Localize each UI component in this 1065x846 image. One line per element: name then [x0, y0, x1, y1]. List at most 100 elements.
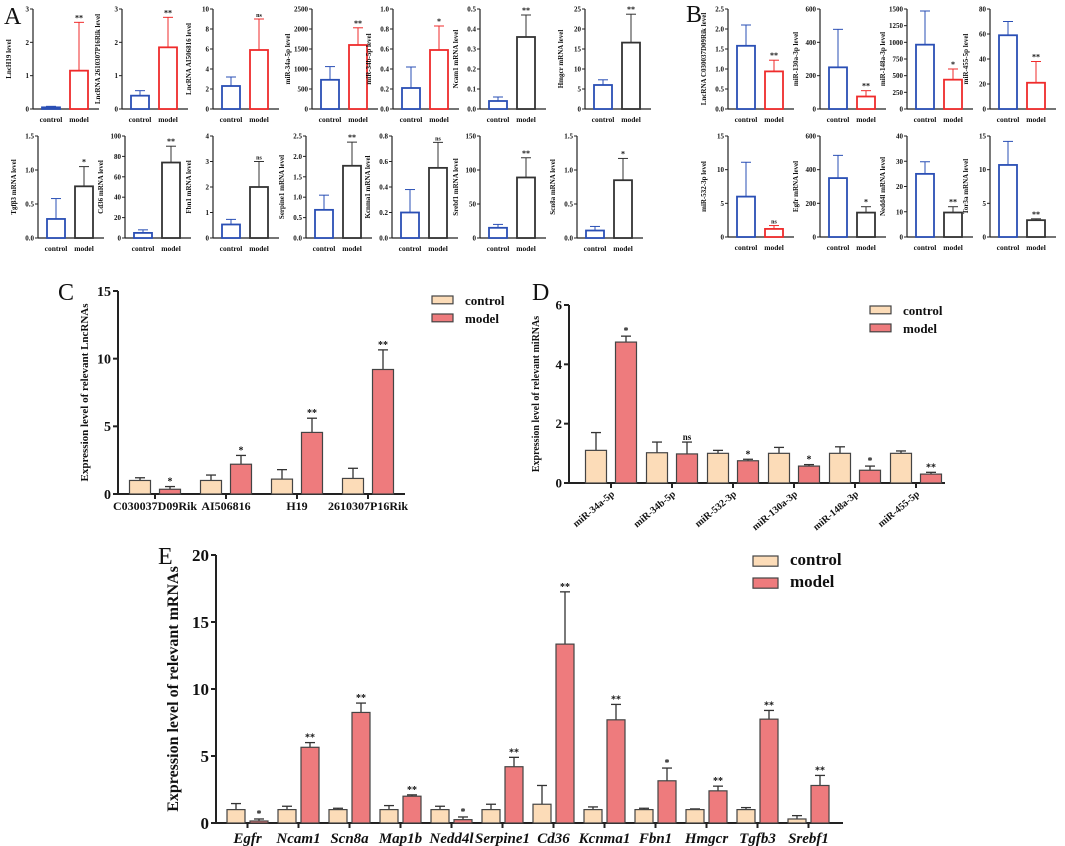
bar-model — [371, 368, 395, 495]
y-tick-label: 2 — [556, 416, 563, 431]
y-tick-label: 1.5 — [564, 133, 573, 141]
y-axis-label: miR-148a-3p level — [879, 32, 887, 86]
y-axis-label: miR-455-5p level — [962, 34, 970, 85]
y-tick-label: 1.0 — [293, 194, 302, 202]
y-axis-label: LncRNA AI506816 level — [185, 23, 193, 95]
bar-model — [348, 44, 368, 110]
y-tick-label: 1.5 — [715, 46, 724, 54]
y-tick-label: 1 — [115, 72, 119, 80]
x-tick-label: model — [943, 115, 963, 124]
x-tick-label: Cd36 — [537, 831, 570, 846]
panel-label-c: C — [58, 280, 74, 306]
y-tick-label: 40 — [114, 194, 122, 202]
bar-control — [481, 808, 501, 824]
y-tick-label: 0.2 — [467, 66, 476, 74]
y-tick-label: 2500 — [294, 6, 309, 14]
y-tick-label: 0.0 — [715, 106, 724, 114]
significance-label: ** — [611, 694, 621, 705]
y-tick-label: 10 — [896, 208, 904, 216]
legend-swatch-control — [869, 305, 892, 315]
small-bar-chart: 0 1 2 3 LncH19 level control model ** — [5, 6, 99, 124]
y-tick-label: 0.4 — [467, 26, 476, 34]
x-tick-label: control — [997, 243, 1020, 252]
x-tick-label: control — [487, 244, 510, 253]
y-tick-label: 6 — [206, 46, 210, 54]
y-tick-label: 1000 — [889, 39, 904, 47]
bar-model — [759, 718, 779, 824]
y-tick-label: 10 — [202, 6, 210, 14]
x-tick-label: model — [1026, 243, 1046, 252]
small-bar-chart: 0 500 1000 1500 2000 2500 miR-34a-5p level cont… — [284, 6, 378, 124]
small-bar-chart: 0 1 2 3 LncRNA 2610307P16Rik level control mod… — [94, 6, 188, 124]
bar-control — [828, 177, 848, 238]
bar-control — [915, 43, 935, 110]
y-tick-label: 1.0 — [564, 167, 573, 175]
y-tick-label: 750 — [893, 56, 904, 64]
significance-label: ** — [356, 693, 366, 704]
bar-model — [69, 69, 89, 110]
legend-swatch-model — [752, 577, 779, 589]
x-tick-label: control — [914, 243, 937, 252]
y-tick-label: 500 — [893, 72, 904, 80]
y-tick-label: 15 — [979, 133, 987, 141]
x-tick-label: miR-34b-5p — [632, 489, 679, 531]
y-tick-label: 0.0 — [379, 235, 388, 243]
y-tick-label: 600 — [806, 133, 817, 141]
x-tick-label: Serpine1 — [475, 831, 530, 846]
y-tick-label: 0 — [26, 106, 30, 114]
y-tick-label: 0 — [813, 234, 817, 242]
y-tick-label: 200 — [806, 72, 817, 80]
bar-control — [41, 106, 61, 110]
y-tick-label: 0.2 — [379, 209, 388, 217]
bar-control — [46, 218, 66, 239]
y-tick-label: 0 — [115, 106, 119, 114]
significance-label: ** — [770, 51, 778, 60]
y-tick-label: 20 — [574, 26, 582, 34]
x-tick-label: Nedd4l — [428, 831, 474, 846]
small-bar-chart: 0 200 400 600 miR-130a-3p level control model *… — [792, 6, 886, 124]
y-tick-label: 5 — [104, 420, 111, 435]
bar-control — [199, 479, 223, 495]
bar-control — [634, 808, 654, 824]
bar-control — [270, 478, 294, 495]
small-bar-chart: 0.0 0.2 0.4 0.6 0.8 1.0 miR-34b-5p level contro… — [365, 6, 459, 124]
y-tick-label: 25 — [574, 6, 582, 14]
bar-model — [74, 185, 94, 239]
bar-model — [856, 211, 876, 238]
small-bar-chart: 0 5 10 15 Tor3a mRNA level control model ** — [962, 133, 1056, 252]
bar-model — [736, 460, 760, 484]
significance-label: * — [437, 17, 441, 26]
bar-model — [300, 431, 324, 495]
bar-model — [1026, 81, 1046, 110]
bar-model — [606, 719, 626, 824]
y-tick-label: 2000 — [294, 26, 309, 34]
y-tick-label: 15 — [717, 133, 725, 141]
x-tick-label: control — [132, 244, 155, 253]
bar-control — [736, 44, 756, 110]
y-axis-label: LncRNA C030037D09Rik level — [700, 13, 708, 106]
bar-control — [736, 195, 756, 238]
x-tick-label: control — [319, 115, 342, 124]
y-tick-label: 0 — [578, 106, 582, 114]
y-tick-label: 2.5 — [715, 6, 724, 14]
y-tick-label: 8 — [206, 26, 210, 34]
bar-control — [277, 808, 297, 824]
y-axis-label: Nedd4l mRNA level — [879, 157, 887, 216]
y-axis-label: Hmgcr mRNA level — [557, 30, 565, 89]
x-tick-label: control — [735, 243, 758, 252]
legend: control model — [869, 303, 943, 336]
x-tick-label: model — [856, 243, 876, 252]
bar-model — [708, 790, 728, 824]
y-tick-label: 0.8 — [379, 133, 388, 141]
bar-control — [488, 226, 508, 239]
bar-model — [158, 488, 182, 495]
grouped-bar-chart-e: 0 5 10 15 20 Expression level of relevant mRN… — [165, 546, 843, 846]
y-tick-label: 0.5 — [715, 86, 724, 94]
y-tick-label: 2 — [206, 86, 210, 94]
bar-control — [915, 172, 935, 238]
x-tick-label: model — [1026, 115, 1046, 124]
y-tick-label: 60 — [979, 31, 987, 39]
y-tick-label: 0.8 — [380, 26, 389, 34]
bar-control — [128, 479, 152, 495]
bar-control — [998, 164, 1018, 238]
